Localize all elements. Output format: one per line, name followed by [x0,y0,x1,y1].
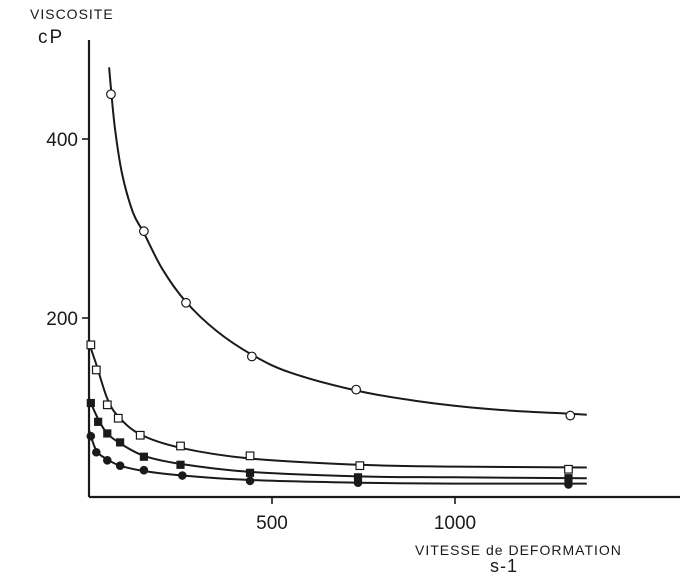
y-axis-title-line1: VISCOSITE [30,6,114,22]
series-2-point [176,460,185,469]
series-3-point [92,447,101,457]
series-1-point [102,400,112,410]
series-1-point [135,430,145,440]
series-1-point [86,340,96,350]
series-3-point [245,476,255,486]
series-1-point [355,461,365,471]
series-3-point [115,461,125,470]
series-points [86,89,576,489]
series-0-point [351,384,362,395]
series-3-point [564,480,573,489]
axis-labels: VISCOSITE cP VITESSE de DEFORMATION s-1 [30,6,622,575]
x-axis-title-line2: s-1 [490,556,518,575]
y-axis-title-line2: cP [38,27,64,48]
axis-ticks: 500 1000 200 400 [46,130,476,534]
series-1-point [245,451,255,461]
series-0-curve [108,67,587,416]
series-3-point [103,456,112,465]
series-1-point [113,413,123,423]
chart-axes [87,40,680,499]
series-curves [88,67,587,485]
series-2-point [86,398,95,408]
series-1-point [91,365,101,375]
series-0-point [246,351,257,362]
series-1-point [564,464,573,474]
y-tick-label-200: 200 [46,309,78,330]
series-2-point [139,452,149,461]
series-2-point [245,468,255,477]
series-0-point [181,297,191,308]
y-tick-label-400: 400 [46,130,78,151]
x-tick-label-1000: 1000 [434,513,476,534]
series-1-curve [88,342,587,469]
series-0-point [565,410,576,421]
series-3-point [86,431,96,441]
series-2-point [94,417,103,426]
series-2-point [103,429,112,438]
x-tick-label-500: 500 [256,513,288,534]
x-axis-title-line1: VITESSE de DEFORMATION [415,542,622,558]
series-0-point [106,89,116,100]
series-1-point [176,441,185,451]
series-3-point [353,478,363,487]
series-0-point [138,226,149,237]
series-3-point [178,471,187,480]
series-3-point [139,465,149,475]
series-2-point [116,438,125,447]
